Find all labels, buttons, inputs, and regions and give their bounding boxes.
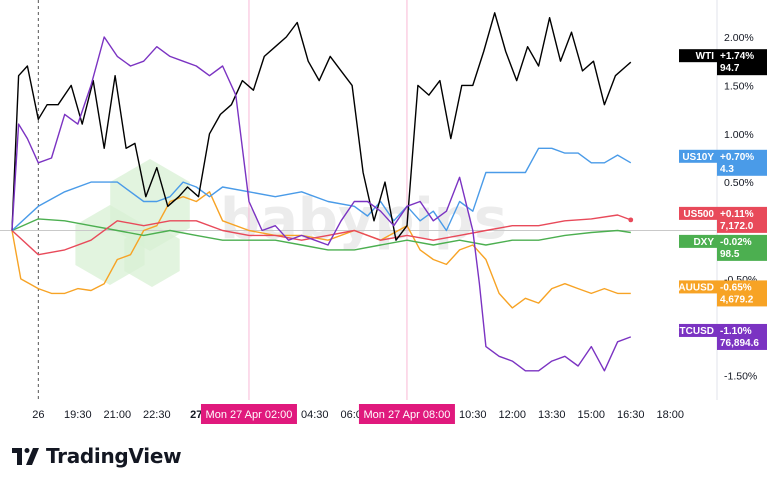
series-change-label: -0.02% [720, 237, 752, 248]
series-name-tag [679, 149, 717, 163]
footer: TradingView [12, 441, 182, 471]
babypips-watermark-text: babypips [220, 187, 507, 252]
tradingview-brand: TradingView [46, 444, 182, 468]
time-tick-label: 22:30 [143, 409, 171, 421]
series-name-label: US10Y [682, 152, 714, 163]
xauusd-value-badge[interactable]: XAUUSD -0.65%4,679.2 [672, 280, 767, 307]
series-value-box [717, 323, 767, 350]
series-last-value-label: 7,172.0 [720, 221, 754, 232]
series-name-label: DXY [693, 237, 714, 248]
us500-last-point [628, 217, 634, 223]
series-name-tag [679, 323, 717, 337]
time-axis-ticks: 26 19:30 21:00 22:30 27 04:30 06:00 10:30 12:00 1… [32, 409, 684, 421]
us10y-line [11, 147, 632, 232]
price-tick-label: 2.00% [724, 32, 754, 44]
time-tick-label: 10:30 [459, 409, 487, 421]
time-tick-label: 19:30 [64, 409, 92, 421]
series-change-label: +1.74% [720, 51, 754, 62]
dxy-value-badge[interactable]: DXY -0.02%98.5 [679, 234, 767, 261]
series-last-value-label: 98.5 [720, 249, 740, 260]
us10y-value-badge[interactable]: US10Y +0.70%4.3 [679, 149, 767, 176]
time-tick-label: 12:00 [499, 409, 527, 421]
series-change-label: +0.11% [720, 209, 754, 220]
time-tick-label: 15:00 [577, 409, 605, 421]
time-tick-label: 21:00 [104, 409, 132, 421]
btcusd-value-badge[interactable]: BTCUSD -1.10%76,894.6 [672, 323, 767, 350]
time-tick-label: 26 [32, 409, 44, 421]
babypips-hexagon-logo [124, 223, 180, 287]
time-tick-label: 16:30 [617, 409, 645, 421]
series-last-value-label: 76,894.6 [720, 338, 759, 349]
time-tick-label: 13:30 [538, 409, 566, 421]
price-tick-label: 1.50% [724, 80, 754, 92]
btcusd-line [11, 36, 632, 372]
wti-line [11, 12, 632, 241]
series-name-label: US500 [683, 209, 714, 220]
session-time-badge [358, 404, 455, 424]
time-tick-label: 04:30 [301, 409, 329, 421]
series-value-box [717, 49, 767, 76]
wti-value-badge[interactable]: WTI +1.74%94.7 [679, 49, 767, 76]
series-name-label: WTI [696, 51, 715, 62]
price-tick-label: -1.50% [724, 371, 757, 383]
series-value-box [717, 149, 767, 176]
us500-value-badge[interactable]: US500 +0.11%7,172.0 [679, 206, 767, 233]
series-last-value-label: 4,679.2 [720, 294, 754, 305]
series-value-box [717, 234, 767, 261]
series-value-box [717, 206, 767, 233]
session-time-badge-label: Mon 27 Apr 08:00 [364, 409, 451, 421]
series-name-label: BTCUSD [672, 326, 714, 337]
series-value-box [717, 280, 767, 307]
series-name-label: XAUUSD [672, 282, 714, 293]
series-last-value-label: 4.3 [720, 164, 734, 175]
price-tick-label: 1.00% [724, 129, 754, 141]
price-tick-label: 0.50% [724, 177, 754, 189]
us500-line [11, 214, 632, 256]
series-name-tag [679, 206, 717, 220]
dxy-line [11, 218, 631, 251]
tradingview-logo-icon [12, 448, 39, 465]
series-last-value-label: 94.7 [720, 63, 740, 74]
series-name-tag [679, 234, 717, 248]
series-change-label: +0.70% [720, 152, 754, 163]
series-change-label: -0.65% [720, 282, 752, 293]
series-name-tag [679, 280, 717, 294]
time-tick-label: 27 [190, 409, 202, 421]
series-name-tag [679, 49, 717, 63]
session-time-badges: Mon 27 Apr 02:00 Mon 27 Apr 08:00 [200, 404, 455, 424]
time-tick-label: 18:00 [656, 409, 684, 421]
series-last-value-badges[interactable]: WTI +1.74%94.7 US10Y +0.70%4.3 US500 +0.11%7,… [672, 49, 767, 350]
series-change-label: -1.10% [720, 326, 752, 337]
session-time-badge-label: Mon 27 Apr 02:00 [206, 409, 293, 421]
session-time-badge [200, 404, 297, 424]
series-lines [11, 12, 634, 372]
babypips-watermark: babypips [75, 159, 507, 287]
